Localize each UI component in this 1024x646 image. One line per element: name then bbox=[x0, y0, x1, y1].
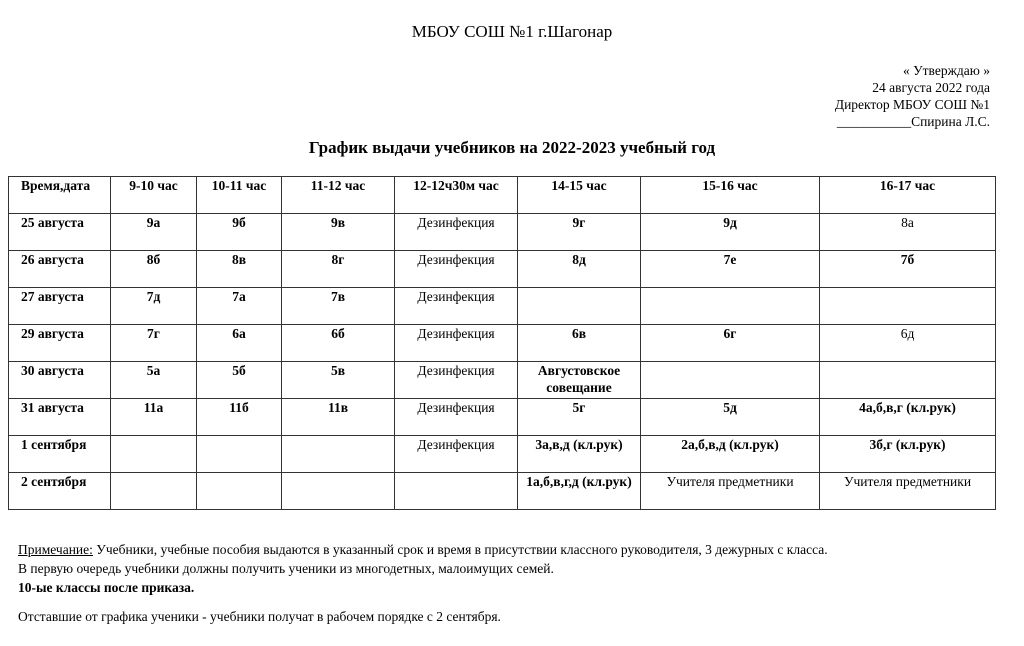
schedule-cell: Дезинфекция bbox=[394, 361, 518, 399]
schedule-cell bbox=[196, 472, 282, 510]
schedule-cell: 9а bbox=[110, 213, 197, 251]
school-name: МБОУ СОШ №1 г.Шагонар bbox=[411, 22, 613, 41]
schedule-cell: Дезинфекция bbox=[394, 398, 518, 436]
date-cell: 2 сентября bbox=[8, 472, 111, 510]
table-row: 26 августа 8б 8в 8г Дезинфекция 8д 7е 7б bbox=[8, 250, 996, 288]
date-cell: 25 августа bbox=[8, 213, 111, 251]
schedule-cell: 5г bbox=[517, 398, 641, 436]
schedule-cell: 9б bbox=[196, 213, 282, 251]
approval-block: « Утверждаю » 24 августа 2022 года Дирек… bbox=[835, 62, 990, 130]
schedule-cell: Дезинфекция bbox=[394, 324, 518, 362]
notes-late: Отставшие от графика ученики - учебники … bbox=[18, 609, 501, 624]
date-cell: 1 сентября bbox=[8, 435, 111, 473]
schedule-cell: 8д bbox=[517, 250, 641, 288]
schedule-cell: 8а bbox=[819, 213, 996, 251]
column-header: 11-12 час bbox=[281, 176, 395, 214]
schedule-cell: 7а bbox=[196, 287, 282, 325]
schedule-cell: 8в bbox=[196, 250, 282, 288]
date-cell: 27 августа bbox=[8, 287, 111, 325]
schedule-cell: 8г bbox=[281, 250, 395, 288]
schedule-cell: 1а,б,в,г,д (кл.рук) bbox=[517, 472, 641, 510]
table-row: 27 августа 7д 7а 7в Дезинфекция bbox=[8, 287, 996, 325]
schedule-cell: 7г bbox=[110, 324, 197, 362]
schedule-cell: Дезинфекция bbox=[394, 213, 518, 251]
approval-signature: ___________Спирина Л.С. bbox=[836, 114, 990, 129]
notes-label: Примечание: bbox=[18, 542, 93, 557]
schedule-cell: 11б bbox=[196, 398, 282, 436]
column-header: Время,дата bbox=[8, 176, 111, 214]
schedule-cell: Августовское совещание bbox=[517, 361, 641, 399]
date-cell: 26 августа bbox=[8, 250, 111, 288]
table-row: 29 августа 7г 6а 6б Дезинфекция 6в 6г 6д bbox=[8, 324, 996, 362]
schedule-cell: 11а bbox=[110, 398, 197, 436]
schedule-cell bbox=[517, 287, 641, 325]
schedule-cell: 7в bbox=[281, 287, 395, 325]
approval-date: 24 августа 2022 года bbox=[872, 80, 990, 95]
schedule-cell: 5в bbox=[281, 361, 395, 399]
schedule-cell: Дезинфекция bbox=[394, 287, 518, 325]
table-row: 31 августа 11а 11б 11в Дезинфекция 5г 5д 4а,б,в… bbox=[8, 398, 996, 436]
schedule-cell: 7д bbox=[110, 287, 197, 325]
schedule-cell: 9д bbox=[640, 213, 820, 251]
schedule-cell: 2а,б,в,д (кл.рук) bbox=[640, 435, 820, 473]
document-title: График выдачи учебников на 2022-2023 уче… bbox=[308, 138, 716, 157]
approval-line: « Утверждаю » bbox=[902, 63, 990, 78]
column-header: 14-15 час bbox=[517, 176, 641, 214]
schedule-cell: Учителя предметники bbox=[640, 472, 820, 510]
notes: Примечание: Учебники, учебные пособия вы… bbox=[18, 540, 828, 626]
column-header: 10-11 час bbox=[196, 176, 282, 214]
schedule-cell bbox=[394, 472, 518, 510]
table-row: 25 августа 9а 9б 9в Дезинфекция 9г 9д 8а bbox=[8, 213, 996, 251]
schedule-cell: 9в bbox=[281, 213, 395, 251]
schedule-cell: Дезинфекция bbox=[394, 250, 518, 288]
schedule-cell: 6в bbox=[517, 324, 641, 362]
date-cell: 30 августа bbox=[8, 361, 111, 399]
schedule-cell: 4а,б,в,г (кл.рук) bbox=[819, 398, 996, 436]
schedule-cell: 6г bbox=[640, 324, 820, 362]
column-header: 9-10 час bbox=[110, 176, 197, 214]
schedule-cell: 6а bbox=[196, 324, 282, 362]
table-row: 30 августа 5а 5б 5в Дезинфекция Августовское … bbox=[8, 361, 996, 399]
schedule-cell bbox=[819, 361, 996, 399]
column-header: 16-17 час bbox=[819, 176, 996, 214]
header-row: Время,дата 9-10 час 10-11 час 11-12 час 12-1… bbox=[8, 176, 996, 214]
schedule-cell bbox=[281, 472, 395, 510]
table-row: 2 сентября 1а,б,в,г,д (кл.рук) Учителя пре… bbox=[8, 472, 996, 510]
approval-position: Директор МБОУ СОШ №1 bbox=[834, 97, 990, 112]
schedule-cell bbox=[640, 361, 820, 399]
schedule-cell: 7е bbox=[640, 250, 820, 288]
schedule-cell: 6б bbox=[281, 324, 395, 362]
schedule-cell: 5д bbox=[640, 398, 820, 436]
schedule-cell bbox=[819, 287, 996, 325]
column-header: 15-16 час bbox=[640, 176, 820, 214]
schedule-cell: 7б bbox=[819, 250, 996, 288]
schedule-cell: 5а bbox=[110, 361, 197, 399]
table-row: 1 сентября Дезинфекция 3а,в,д (кл.рук) 2а,б… bbox=[8, 435, 996, 473]
schedule-table: Время,дата 9-10 час 10-11 час 11-12 час 12-1… bbox=[8, 176, 996, 510]
schedule-cell: Дезинфекция bbox=[394, 435, 518, 473]
schedule-cell bbox=[640, 287, 820, 325]
schedule-cell: 6д bbox=[819, 324, 996, 362]
date-cell: 31 августа bbox=[8, 398, 111, 436]
schedule-cell: 3а,в,д (кл.рук) bbox=[517, 435, 641, 473]
schedule-cell: 9г bbox=[517, 213, 641, 251]
schedule-cell: 11в bbox=[281, 398, 395, 436]
schedule-cell bbox=[196, 435, 282, 473]
schedule-cell: Учителя предметники bbox=[819, 472, 996, 510]
schedule-cell: 5б bbox=[196, 361, 282, 399]
schedule-cell bbox=[281, 435, 395, 473]
schedule-cell bbox=[110, 435, 197, 473]
schedule-cell bbox=[110, 472, 197, 510]
schedule-cell: 3б,г (кл.рук) bbox=[819, 435, 996, 473]
date-cell: 29 августа bbox=[8, 324, 111, 362]
notes-grade10: 10-ые классы после приказа. bbox=[18, 580, 195, 595]
column-header: 12-12ч30м час bbox=[394, 176, 518, 214]
schedule-cell: 8б bbox=[110, 250, 197, 288]
notes-priority: В первую очередь учебники должны получит… bbox=[18, 561, 554, 576]
notes-text: Учебники, учебные пособия выдаются в ука… bbox=[92, 542, 828, 557]
